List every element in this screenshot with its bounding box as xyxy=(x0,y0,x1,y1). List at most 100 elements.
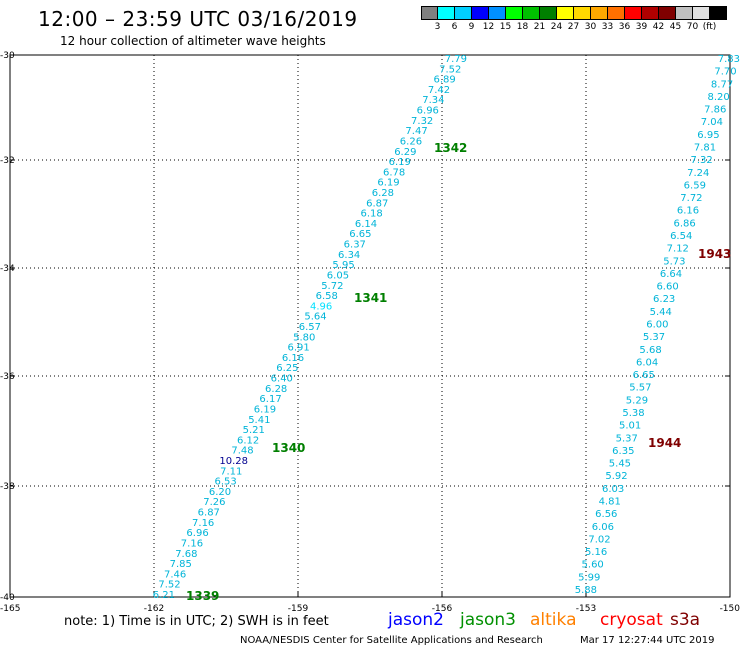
legend-swatch xyxy=(472,6,489,20)
legend-swatch xyxy=(591,6,608,20)
lon-tick-label: -150 xyxy=(720,604,740,614)
wave-height-label: 6.78 xyxy=(383,167,405,178)
wave-height-label: 7.46 xyxy=(164,569,186,580)
satellite-pass-west: 7.797.526.897.427.346.967.327.476.266.29… xyxy=(153,54,468,603)
wave-height-label: 5.44 xyxy=(650,307,672,318)
map-frame xyxy=(9,54,731,598)
lon-tick-label: -153 xyxy=(576,604,596,614)
map-subtitle: 12 hour collection of altimeter wave hei… xyxy=(60,34,326,48)
legend-swatch xyxy=(557,6,574,20)
wave-height-label: 6.18 xyxy=(361,209,383,220)
legend-swatch xyxy=(625,6,642,20)
legend-label: 45 xyxy=(669,22,682,32)
legend-swatch xyxy=(523,6,540,20)
legend-label: 33 xyxy=(601,22,614,32)
legend-label: 6 xyxy=(451,22,458,32)
satellite-name-altika: altika xyxy=(530,610,577,630)
legend-label: 21 xyxy=(533,22,546,32)
wave-height-label: 7.52 xyxy=(439,64,461,75)
wave-height-label: 4.96 xyxy=(310,301,332,312)
wave-height-label: 6.96 xyxy=(417,106,439,117)
satellite-name-jason2: jason2 xyxy=(388,610,444,630)
legend-swatch xyxy=(608,6,625,20)
wave-height-label: 7.16 xyxy=(181,538,203,549)
wave-height-label: 6.35 xyxy=(612,446,634,457)
lon-tick-label: -159 xyxy=(288,604,309,614)
legend-label: 36 xyxy=(618,22,631,32)
pass-time-label: 1339 xyxy=(186,589,219,603)
wave-height-label: 5.41 xyxy=(248,415,270,426)
legend-label: 42 xyxy=(652,22,665,32)
wave-height-label: 5.45 xyxy=(609,459,631,470)
wave-height-label: 6.23 xyxy=(653,294,675,305)
wave-height-label: 5.29 xyxy=(626,395,648,406)
wave-height-label: 6.96 xyxy=(186,528,208,539)
units-note: note: 1) Time is in UTC; 2) SWH is in fe… xyxy=(64,614,329,629)
wave-height-label: 7.48 xyxy=(231,446,253,457)
wave-height-label: 6.16 xyxy=(677,206,699,217)
wave-height-label: 6.03 xyxy=(602,484,624,495)
color-legend xyxy=(421,6,727,20)
legend-label: 24 xyxy=(550,22,563,32)
wave-height-label: 7.32 xyxy=(690,155,712,166)
wave-height-label: 6.40 xyxy=(271,374,293,385)
color-legend-labels: 3 6 9 12 15 18 21 24 27 30 33 36 39 42 45 70 (ft) xyxy=(429,22,718,32)
wave-height-label: 7.26 xyxy=(203,497,225,508)
axis-tick-labels: -165 -162 -159 -156 -153 -150 -30 -32 -34 -36 -38 -… xyxy=(0,51,740,614)
timestamp-text: Mar 17 12:27:44 UTC 2019 xyxy=(580,635,715,646)
wave-height-label: 6.04 xyxy=(636,357,658,368)
wave-height-label: 6.65 xyxy=(349,229,371,240)
legend-swatch xyxy=(574,6,591,20)
map-title: 12:00 – 23:59 UTC 03/16/2019 xyxy=(38,7,358,31)
wave-height-label: 6.87 xyxy=(198,508,220,519)
wave-height-label: 5.37 xyxy=(616,433,638,444)
wave-height-label: 7.24 xyxy=(687,168,709,179)
satellite-name-jason3: jason3 xyxy=(460,610,516,630)
wave-height-label: 7.72 xyxy=(680,193,702,204)
wave-height-label: 6.28 xyxy=(265,384,287,395)
wave-height-label: 6.86 xyxy=(673,218,695,229)
credit-text: NOAA/NESDIS Center for Satellite Applica… xyxy=(240,635,543,646)
legend-swatch xyxy=(710,6,727,20)
wave-height-label: 5.92 xyxy=(605,471,627,482)
wave-height-label: 7.81 xyxy=(694,143,716,154)
wave-height-label: 6.14 xyxy=(355,219,377,230)
wave-height-label: 7.47 xyxy=(405,126,427,137)
wave-height-label: 7.52 xyxy=(158,580,180,591)
map-grid xyxy=(9,54,731,598)
wave-height-label: 7.32 xyxy=(411,116,433,127)
wave-height-label: 5.37 xyxy=(643,332,665,343)
legend-swatch xyxy=(693,6,710,20)
wave-height-label: 5.99 xyxy=(578,572,600,583)
wave-height-label: 6.37 xyxy=(344,240,366,251)
pass-time-label: 1342 xyxy=(434,141,467,155)
wave-height-label: 6.29 xyxy=(394,147,416,158)
wave-height-label: 7.68 xyxy=(175,549,197,560)
legend-label: 9 xyxy=(468,22,475,32)
wave-height-label: 6.53 xyxy=(215,477,237,488)
legend-swatch xyxy=(540,6,557,20)
wave-height-label: 8.20 xyxy=(708,92,730,103)
wave-height-label: 6.60 xyxy=(656,282,678,293)
wave-height-label: 6.26 xyxy=(400,136,422,147)
wave-height-label: 6.64 xyxy=(660,269,682,280)
wave-height-label: 7.16 xyxy=(192,518,214,529)
wave-height-label: 6.91 xyxy=(288,343,310,354)
wave-height-label: 7.83 xyxy=(718,54,740,65)
wave-height-label: 6.89 xyxy=(434,75,456,86)
wave-height-label: 6.21 xyxy=(153,590,175,601)
wave-height-label: 6.19 xyxy=(389,157,411,168)
legend-label: 15 xyxy=(499,22,512,32)
legend-swatch xyxy=(455,6,472,20)
lon-tick-label: -162 xyxy=(144,604,164,614)
wave-height-label: 7.79 xyxy=(445,54,467,65)
wave-height-label: 7.70 xyxy=(714,67,736,78)
wave-height-label: 6.17 xyxy=(259,394,281,405)
wave-height-label: 6.28 xyxy=(372,188,394,199)
wave-height-label: 7.42 xyxy=(428,85,450,96)
legend-label: 3 xyxy=(434,22,441,32)
wave-height-label: 6.57 xyxy=(299,322,321,333)
wave-height-label: 5.95 xyxy=(332,260,354,271)
wave-height-label: 7.85 xyxy=(170,559,192,570)
wave-height-label: 6.12 xyxy=(237,435,259,446)
